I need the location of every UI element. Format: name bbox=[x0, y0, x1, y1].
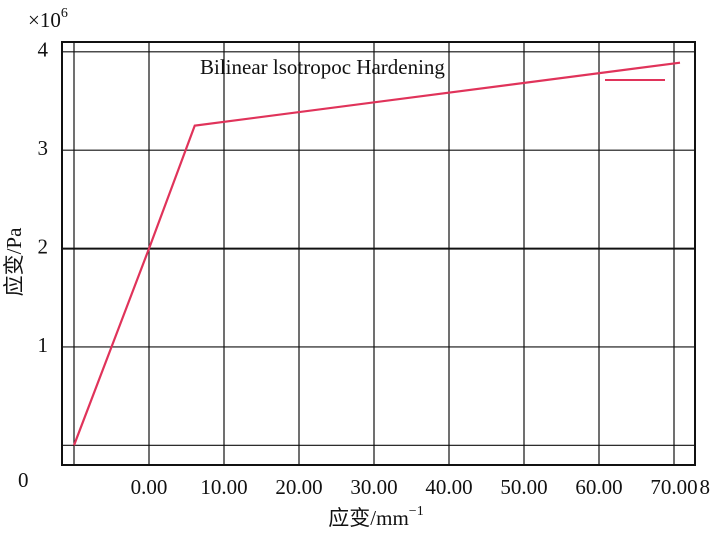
x-tick-label: 0.00 bbox=[131, 475, 168, 499]
y-scale-base: ×10 bbox=[28, 8, 61, 32]
x-tick-label: 70.00 bbox=[650, 475, 697, 499]
x-axis-label: 应变/mm−1 bbox=[328, 504, 423, 530]
x-tick-label: 8 bbox=[700, 475, 711, 499]
plot-frame bbox=[61, 41, 696, 466]
x-tick-label: 50.00 bbox=[500, 475, 547, 499]
x-tick-label: 20.00 bbox=[275, 475, 322, 499]
y-tick-label: 2 bbox=[38, 234, 49, 258]
origin-label: 0 bbox=[18, 468, 29, 492]
x-tick-label: 40.00 bbox=[425, 475, 472, 499]
y-scale: ×106 bbox=[28, 6, 68, 32]
y-tick-label: 1 bbox=[38, 333, 49, 357]
y-scale-exponent: 6 bbox=[61, 6, 68, 21]
x-axis-label-base: 应变/mm bbox=[328, 506, 409, 530]
x-tick-label: 30.00 bbox=[350, 475, 397, 499]
y-tick-label: 3 bbox=[38, 136, 49, 160]
legend-label: Bilinear lsotropoc Hardening bbox=[200, 55, 445, 79]
x-tick-label: 60.00 bbox=[575, 475, 622, 499]
y-axis-label: 应变/Pa bbox=[2, 227, 26, 297]
x-tick-label: 10.00 bbox=[200, 475, 247, 499]
y-tick-label: 4 bbox=[38, 38, 49, 62]
data-line bbox=[72, 61, 681, 446]
x-axis-label-exponent: −1 bbox=[409, 504, 424, 519]
